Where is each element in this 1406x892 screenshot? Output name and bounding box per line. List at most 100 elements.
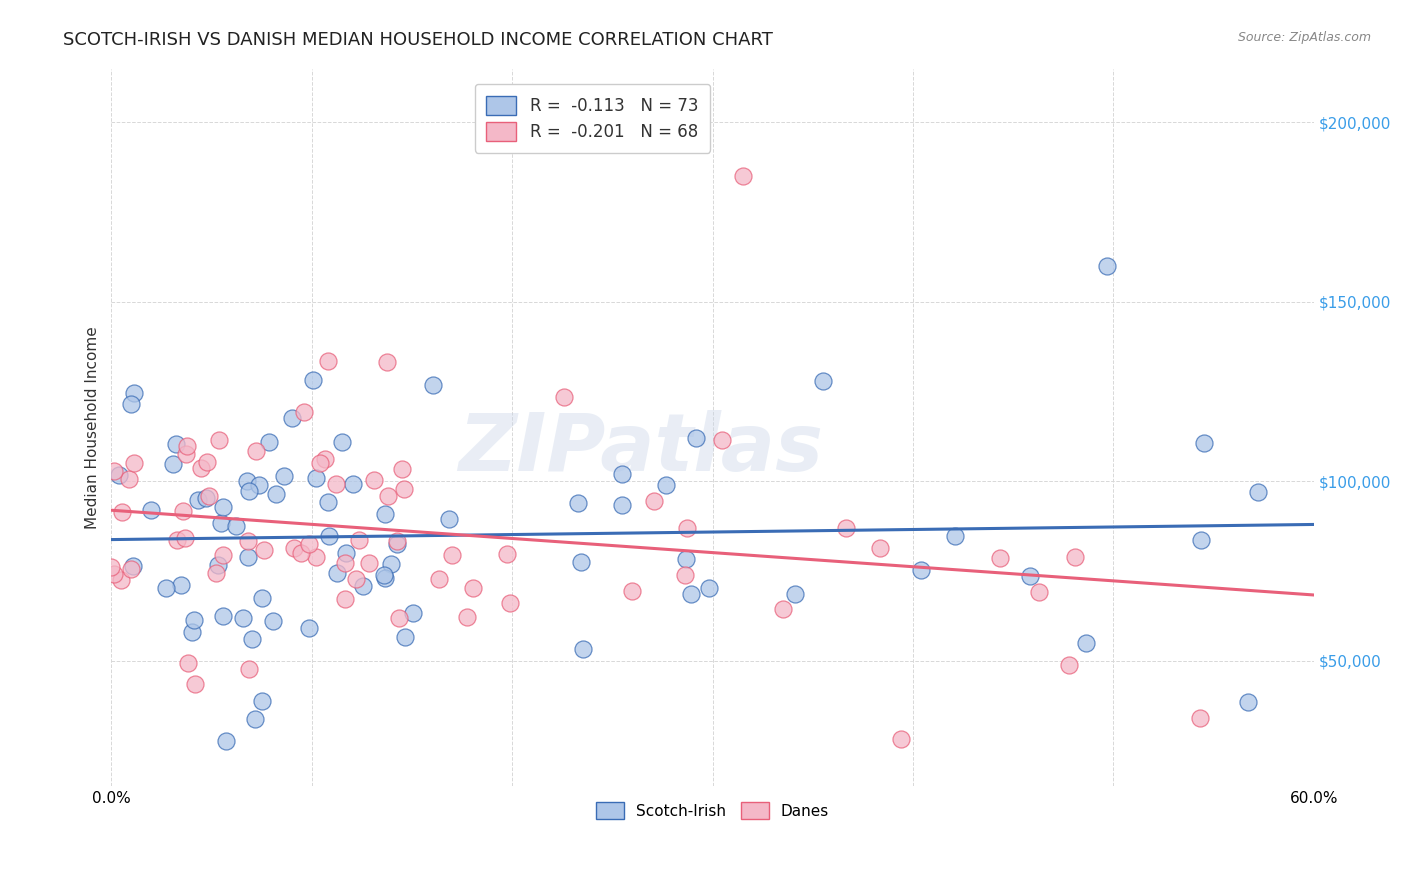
Point	[333, 556, 356, 570]
Point	[298, 537, 321, 551]
Point	[197, 455, 219, 469]
Point	[155, 581, 177, 595]
Point	[440, 548, 463, 562]
Point	[772, 602, 794, 616]
Point	[869, 541, 891, 556]
Point	[325, 476, 347, 491]
Point	[122, 558, 145, 573]
Point	[357, 556, 380, 570]
Point	[174, 531, 197, 545]
Point	[377, 489, 399, 503]
Text: SCOTCH-IRISH VS DANISH MEDIAN HOUSEHOLD INCOME CORRELATION CHART: SCOTCH-IRISH VS DANISH MEDIAN HOUSEHOLD …	[63, 31, 773, 49]
Point	[344, 572, 367, 586]
Point	[1097, 259, 1119, 273]
Point	[553, 390, 575, 404]
Text: Source: ZipAtlas.com: Source: ZipAtlas.com	[1237, 31, 1371, 45]
Legend: Scotch-Irish, Danes: Scotch-Irish, Danes	[591, 796, 835, 825]
Point	[318, 529, 340, 543]
Point	[1189, 533, 1212, 547]
Point	[108, 467, 131, 482]
Point	[392, 482, 415, 496]
Point	[1246, 485, 1268, 500]
Point	[205, 566, 228, 580]
Y-axis label: Median Household Income: Median Household Income	[86, 326, 100, 529]
Point	[225, 519, 247, 533]
Point	[305, 550, 328, 565]
Point	[165, 437, 187, 451]
Point	[1192, 435, 1215, 450]
Point	[610, 498, 633, 512]
Point	[211, 500, 233, 514]
Point	[141, 503, 163, 517]
Point	[176, 439, 198, 453]
Point	[238, 662, 260, 676]
Point	[257, 435, 280, 450]
Point	[437, 512, 460, 526]
Point	[245, 444, 267, 458]
Point	[315, 452, 337, 467]
Point	[283, 541, 305, 556]
Point	[1064, 549, 1087, 564]
Point	[567, 495, 589, 509]
Point	[212, 548, 235, 562]
Point	[679, 587, 702, 601]
Point	[236, 475, 259, 489]
Point	[120, 562, 142, 576]
Point	[394, 631, 416, 645]
Point	[373, 568, 395, 582]
Text: ZIPatlas: ZIPatlas	[458, 410, 823, 488]
Point	[298, 621, 321, 635]
Point	[675, 552, 697, 566]
Point	[103, 464, 125, 478]
Point	[309, 456, 332, 470]
Point	[388, 611, 411, 625]
Point	[290, 546, 312, 560]
Point	[427, 572, 450, 586]
Point	[347, 533, 370, 548]
Point	[181, 624, 204, 639]
Point	[655, 477, 678, 491]
Point	[335, 591, 357, 606]
Point	[326, 566, 349, 580]
Point	[943, 529, 966, 543]
Point	[174, 446, 197, 460]
Point	[266, 487, 288, 501]
Point	[169, 578, 191, 592]
Point	[238, 484, 260, 499]
Point	[673, 568, 696, 582]
Point	[363, 473, 385, 487]
Point	[208, 434, 231, 448]
Point	[236, 534, 259, 549]
Point	[569, 555, 592, 569]
Point	[236, 549, 259, 564]
Point	[352, 579, 374, 593]
Point	[385, 533, 408, 548]
Point	[304, 471, 326, 485]
Point	[811, 374, 834, 388]
Point	[250, 694, 273, 708]
Point	[385, 537, 408, 551]
Point	[209, 516, 232, 531]
Point	[232, 611, 254, 625]
Point	[110, 574, 132, 588]
Point	[610, 467, 633, 482]
Point	[1237, 695, 1260, 709]
Point	[111, 505, 134, 519]
Point	[731, 169, 754, 184]
Point	[422, 378, 444, 392]
Point	[247, 478, 270, 492]
Point	[166, 533, 188, 548]
Point	[316, 495, 339, 509]
Point	[100, 560, 122, 574]
Point	[292, 405, 315, 419]
Point	[1074, 636, 1097, 650]
Point	[124, 386, 146, 401]
Point	[122, 457, 145, 471]
Point	[250, 591, 273, 605]
Point	[374, 507, 396, 521]
Point	[281, 410, 304, 425]
Point	[1028, 584, 1050, 599]
Point	[118, 472, 141, 486]
Point	[187, 492, 209, 507]
Point	[301, 373, 323, 387]
